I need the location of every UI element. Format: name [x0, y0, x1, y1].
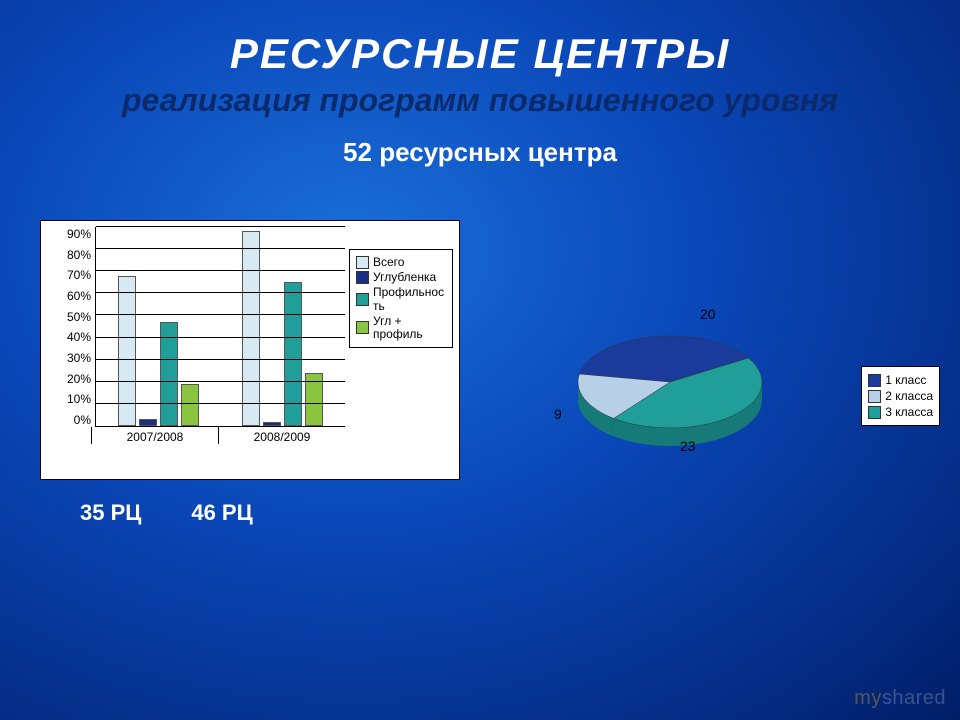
bar — [181, 384, 199, 426]
legend-swatch — [356, 256, 369, 269]
legend-row: Всего — [356, 256, 446, 269]
x-tick-label: 2008/2009 — [218, 427, 345, 444]
legend-label: 1 класс — [885, 373, 926, 387]
title-block: РЕСУРСНЫЕ ЦЕНТРЫ реализация программ пов… — [60, 30, 900, 168]
subtitle: 52 ресурсных центра — [60, 137, 900, 168]
charts-row: 90%80%70%60%50%40%30%20%10%0% 2007/20082… — [40, 220, 930, 480]
legend-label: Угл + профиль — [373, 315, 446, 341]
bar-group — [96, 227, 221, 426]
y-tick-label: 90% — [67, 227, 91, 241]
y-tick-label: 50% — [67, 310, 91, 324]
bar-x-axis: 2007/20082008/2009 — [91, 427, 345, 444]
grid-line — [96, 403, 345, 404]
pie-data-label: 23 — [680, 438, 696, 454]
legend-label: 2 класса — [885, 389, 933, 403]
legend-row: Профильнос ть — [356, 286, 446, 312]
grid-line — [96, 381, 345, 382]
y-tick-label: 40% — [67, 330, 91, 344]
bar-y-axis: 90% 80% 70% 60% 50% 40% 30% 20% 10% 0% — [47, 227, 95, 427]
pie-chart-wrap: 20923 1 класс2 класса3 класса — [550, 310, 920, 475]
bar-legend: Всего Углубленка Профильнос ть Угл + профил… — [349, 249, 453, 348]
pie-legend: 1 класс 2 класса 3 класса — [861, 366, 940, 426]
bar — [242, 231, 260, 426]
bar-groups — [96, 227, 345, 426]
grid-line — [96, 270, 345, 271]
grid-line — [96, 226, 345, 227]
bar-caption-right: 46 РЦ — [191, 500, 252, 526]
legend-swatch — [356, 321, 369, 334]
y-tick-label: 10% — [67, 392, 91, 406]
pie-data-label: 20 — [700, 306, 716, 322]
legend-label: Углубленка — [373, 271, 436, 284]
bar-caption: 35 РЦ 46 РЦ — [40, 500, 253, 526]
bar — [263, 422, 281, 426]
legend-swatch — [868, 374, 881, 387]
grid-line — [96, 359, 345, 360]
y-tick-label: 30% — [67, 351, 91, 365]
legend-swatch — [868, 406, 881, 419]
bar — [160, 322, 178, 426]
title-sub: реализация программ повышенного уровня — [60, 82, 900, 119]
x-tick-label: 2007/2008 — [91, 427, 218, 444]
legend-row: 2 класса — [868, 389, 933, 403]
bar — [139, 419, 157, 426]
legend-row: Угл + профиль — [356, 315, 446, 341]
legend-label: Всего — [373, 256, 404, 269]
grid-line — [96, 292, 345, 293]
watermark: myshared — [854, 687, 946, 710]
legend-label: 3 класса — [885, 405, 933, 419]
pie-chart — [550, 310, 790, 470]
legend-swatch — [356, 271, 369, 284]
bar-chart-panel: 90% 80% 70% 60% 50% 40% 30% 20% 10% 0% 2007/20082… — [40, 220, 460, 480]
y-tick-label: 0% — [74, 413, 91, 427]
legend-row: 1 класс — [868, 373, 933, 387]
bar-plot-area — [95, 227, 345, 427]
grid-line — [96, 337, 345, 338]
legend-swatch — [868, 390, 881, 403]
y-tick-label: 20% — [67, 372, 91, 386]
y-tick-label: 60% — [67, 289, 91, 303]
bar — [284, 282, 302, 426]
bar-group — [221, 227, 346, 426]
y-tick-label: 70% — [67, 268, 91, 282]
slide-root: РЕСУРСНЫЕ ЦЕНТРЫ реализация программ пов… — [0, 0, 960, 720]
y-tick-label: 80% — [67, 248, 91, 262]
legend-label: Профильнос ть — [373, 286, 446, 312]
pie-data-label: 9 — [554, 406, 562, 422]
title-main: РЕСУРСНЫЕ ЦЕНТРЫ — [60, 30, 900, 78]
grid-line — [96, 248, 345, 249]
watermark-suffix: shared — [882, 687, 946, 709]
watermark-prefix: my — [854, 687, 882, 709]
legend-row: 3 класса — [868, 405, 933, 419]
legend-row: Углубленка — [356, 271, 446, 284]
legend-swatch — [356, 293, 369, 306]
grid-line — [96, 314, 345, 315]
bar-caption-left: 35 РЦ — [80, 500, 141, 526]
